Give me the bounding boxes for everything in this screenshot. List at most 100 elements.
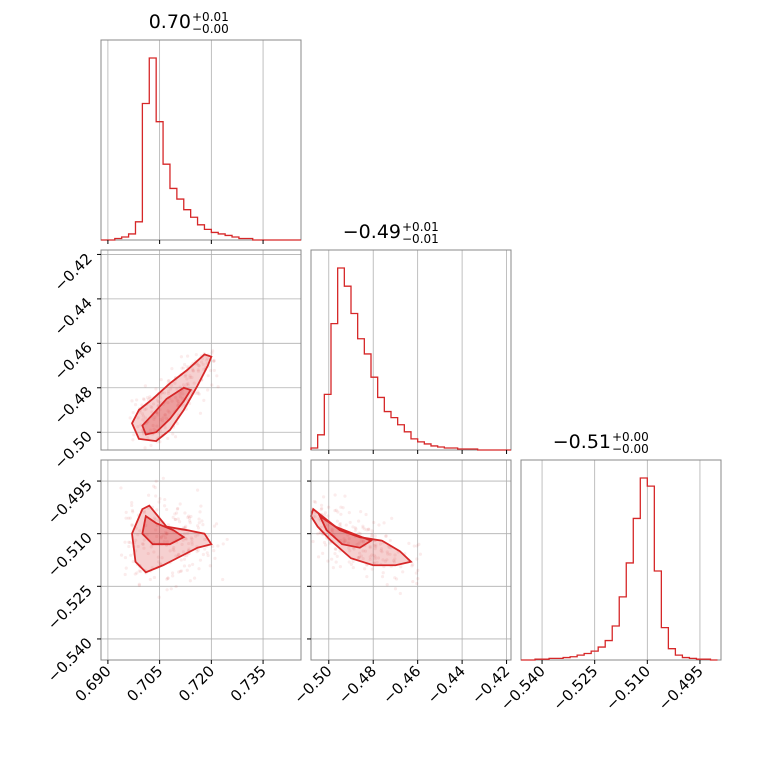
scatter-point <box>333 509 337 513</box>
scatter-point <box>334 560 338 564</box>
scatter-point <box>366 527 371 531</box>
scatter-point <box>188 374 192 378</box>
scatter-point <box>346 541 351 545</box>
histogram-series <box>521 477 718 661</box>
scatter-point <box>385 582 389 587</box>
scatter-point <box>355 543 359 547</box>
scatter-point <box>142 546 146 550</box>
scatter-point <box>149 443 153 448</box>
scatter-point <box>388 552 392 556</box>
scatter-point <box>351 559 355 564</box>
contour-outer <box>131 353 213 443</box>
scatter-point <box>142 511 146 515</box>
scatter-point <box>152 550 156 554</box>
scatter-point <box>155 398 160 402</box>
scatter-point <box>145 395 150 400</box>
scatter-point <box>173 381 177 385</box>
scatter-point <box>320 506 324 511</box>
scatter-point <box>174 584 178 589</box>
scatter-point <box>205 356 210 361</box>
contour-outer <box>310 507 413 567</box>
scatter-point <box>166 409 170 413</box>
panel-frame <box>100 39 302 241</box>
scatter-point <box>190 542 194 546</box>
scatter-point <box>158 408 162 412</box>
y-tick-label: −0.50 <box>51 427 96 472</box>
scatter-point <box>361 526 365 530</box>
scatter-point <box>214 522 219 526</box>
scatter-point <box>385 550 389 554</box>
scatter-point <box>211 349 215 353</box>
scatter-point <box>157 500 161 504</box>
param-title-lower: −0.01 <box>402 232 439 246</box>
scatter-point <box>394 577 399 581</box>
scatter-point <box>361 549 365 553</box>
scatter-point <box>370 532 374 536</box>
scatter-point <box>367 527 371 532</box>
scatter-point <box>131 559 135 564</box>
scatter-point <box>153 415 157 419</box>
scatter-point <box>336 510 340 514</box>
hist-panel-0 <box>100 39 302 241</box>
scatter-point <box>162 504 167 508</box>
scatter-point <box>197 364 201 368</box>
scatter-point <box>178 502 182 506</box>
scatter-point <box>152 417 156 421</box>
scatter-point <box>128 516 132 520</box>
scatter-point <box>178 385 182 389</box>
scatter-point <box>180 542 184 547</box>
scatter-point <box>333 493 337 497</box>
scatter-point <box>210 351 214 355</box>
scatter-point <box>175 387 179 391</box>
scatter-point <box>195 524 200 528</box>
scatter-point <box>187 547 191 551</box>
scatter-point <box>341 506 345 510</box>
scatter-panel-0-2 <box>100 459 302 661</box>
scatter-point <box>418 552 423 556</box>
scatter-point <box>370 534 374 538</box>
scatter-point <box>206 534 211 538</box>
scatter-point <box>158 400 162 404</box>
scatter-point <box>212 549 216 553</box>
scatter-point <box>140 428 144 433</box>
scatter-point <box>171 432 175 436</box>
scatter-point <box>161 476 165 480</box>
scatter-point <box>144 407 148 411</box>
scatter-point <box>124 516 128 520</box>
scatter-point <box>195 550 199 554</box>
scatter-point <box>141 414 146 418</box>
scatter-point <box>197 567 201 571</box>
scatter-point <box>158 440 162 444</box>
scatter-point <box>368 546 372 550</box>
scatter-point <box>358 531 362 536</box>
scatter-point <box>364 512 368 517</box>
scatter-point <box>178 520 182 524</box>
scatter-point <box>135 571 139 575</box>
scatter-point <box>212 368 216 373</box>
scatter-point <box>196 390 200 394</box>
scatter-point <box>181 538 185 542</box>
scatter-point <box>156 413 160 417</box>
scatter-point <box>338 565 343 569</box>
scatter-point <box>323 543 328 547</box>
scatter-point <box>176 553 181 557</box>
scatter-point <box>373 557 377 561</box>
scatter-point <box>346 533 350 537</box>
scatter-point <box>189 514 193 519</box>
scatter-point <box>150 410 154 414</box>
scatter-point <box>359 510 363 514</box>
scatter-point <box>142 538 146 542</box>
scatter-point <box>187 541 191 546</box>
scatter-point <box>358 551 362 555</box>
scatter-point <box>179 569 184 573</box>
scatter-point <box>343 494 347 498</box>
scatter-point <box>378 542 383 546</box>
scatter-point <box>196 391 200 396</box>
scatter-point <box>323 511 328 515</box>
scatter-point <box>363 567 367 571</box>
scatter-point <box>380 575 385 579</box>
scatter-point <box>197 521 201 525</box>
scatter-point <box>161 416 165 420</box>
scatter-point <box>156 555 160 559</box>
scatter-point <box>130 501 134 505</box>
